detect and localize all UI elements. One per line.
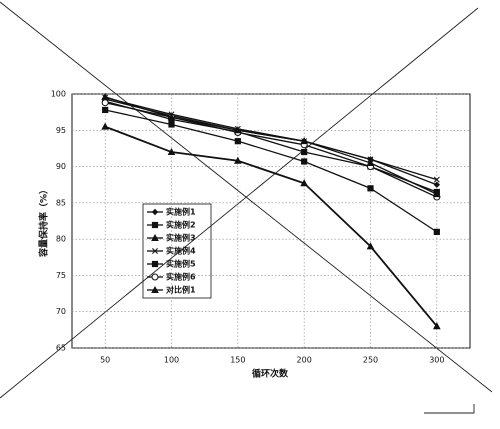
series-line <box>104 96 438 195</box>
y-tick-label: 70 <box>56 307 66 316</box>
marker <box>366 242 375 250</box>
marker <box>101 122 110 130</box>
marker <box>366 158 375 166</box>
legend-marker <box>151 221 159 229</box>
legend-marker <box>151 260 159 268</box>
legend-label: 实施例1 <box>166 207 196 217</box>
marker <box>234 138 241 145</box>
legend-marker <box>151 233 159 241</box>
series-line <box>105 102 438 198</box>
x-tick-label: 200 <box>297 356 312 365</box>
y-tick-label: 95 <box>56 126 66 135</box>
marker <box>300 137 309 145</box>
legend-marker <box>151 285 159 293</box>
marker <box>167 148 176 156</box>
marker <box>300 179 309 187</box>
x-tick-label: 50 <box>100 356 110 365</box>
series-line <box>104 125 438 327</box>
series-line <box>104 100 438 193</box>
marker <box>301 158 308 165</box>
marker <box>432 322 441 330</box>
marker <box>433 228 440 235</box>
series-line <box>105 109 438 233</box>
x-tick-label: 100 <box>164 356 179 365</box>
x-tick-label: 300 <box>429 356 444 365</box>
marker <box>367 185 374 192</box>
marker <box>433 181 441 188</box>
legend-marker <box>151 273 159 281</box>
corner-mark <box>424 404 475 414</box>
cross-line <box>0 7 479 399</box>
x-tick-label: 150 <box>230 356 245 365</box>
y-tick-label: 75 <box>56 271 66 280</box>
legend-marker <box>151 208 159 216</box>
y-tick-label: 90 <box>56 162 66 171</box>
y-tick-label: 85 <box>56 198 66 207</box>
marker <box>167 113 176 121</box>
legend-label: 实施例5 <box>166 259 196 269</box>
plot-frame <box>71 93 471 349</box>
y-tick-label: 65 <box>56 344 66 353</box>
marker <box>233 156 242 164</box>
legend-label: 实施例4 <box>166 246 196 256</box>
y-axis-title: 容量保持率（%） <box>38 185 50 258</box>
marker <box>168 121 175 128</box>
marker <box>433 176 440 183</box>
x-axis-title: 循环次数 <box>252 368 289 380</box>
marker <box>233 126 242 134</box>
legend-marker <box>152 248 158 254</box>
y-tick-label: 100 <box>51 90 66 99</box>
marker <box>101 92 110 100</box>
legend-label: 实施例2 <box>166 220 196 230</box>
x-tick-label: 250 <box>363 356 378 365</box>
marker <box>101 99 109 107</box>
legend-label: 实施例3 <box>166 233 196 243</box>
legend-label: 实施例6 <box>166 272 196 282</box>
marker <box>102 106 109 114</box>
series-line <box>105 96 438 181</box>
marker <box>301 148 308 156</box>
legend-label: 对比例1 <box>166 285 196 295</box>
marker <box>432 190 441 198</box>
y-tick-label: 80 <box>56 235 66 244</box>
